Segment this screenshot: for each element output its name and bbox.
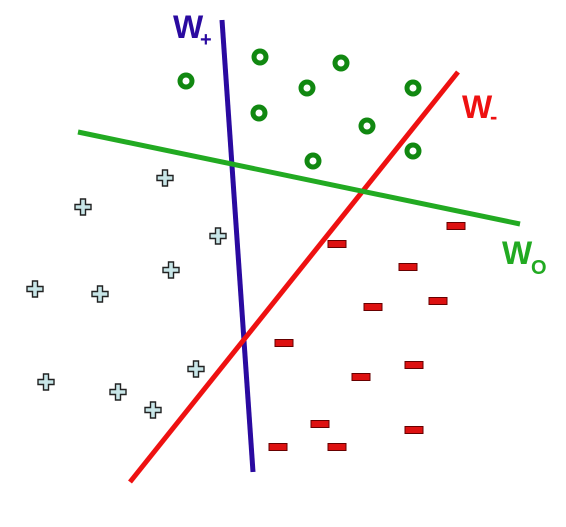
minus-marker: [311, 421, 329, 428]
minus-marker: [405, 362, 423, 369]
w-zero-label: W: [502, 235, 533, 271]
plus-marker: [75, 199, 91, 215]
minus-markers: [269, 223, 465, 451]
circle-marker: [299, 80, 316, 97]
circle-markers: [178, 49, 422, 170]
minus-marker: [269, 444, 287, 451]
w-zero-subscript: O: [531, 257, 547, 279]
minus-marker: [447, 223, 465, 230]
minus-marker: [429, 298, 447, 305]
w-minus-line: [130, 72, 458, 482]
circle-marker: [359, 118, 376, 135]
minus-marker: [399, 264, 417, 271]
w-minus-label: W: [462, 89, 493, 125]
w-plus-line: [222, 20, 253, 472]
plus-marker: [27, 281, 43, 297]
plus-marker: [157, 170, 173, 186]
minus-marker: [328, 241, 346, 248]
minus-marker: [275, 340, 293, 347]
circle-marker: [252, 49, 269, 66]
plus-marker: [110, 384, 126, 400]
plus-marker: [145, 402, 161, 418]
minus-marker: [328, 444, 346, 451]
minus-marker: [364, 304, 382, 311]
circle-marker: [333, 55, 350, 72]
plus-marker: [92, 286, 108, 302]
w-minus-subscript: -: [490, 104, 497, 129]
plus-marker: [188, 361, 204, 377]
circle-marker: [178, 73, 195, 90]
plus-markers: [27, 170, 226, 418]
circle-marker: [251, 105, 268, 122]
minus-marker: [352, 374, 370, 381]
circle-marker: [305, 153, 322, 170]
w-zero-line: [78, 132, 520, 224]
plus-marker: [210, 228, 226, 244]
circle-marker: [405, 143, 422, 160]
w-plus-subscript: +: [200, 29, 212, 51]
circle-marker: [405, 80, 422, 97]
plus-marker: [163, 262, 179, 278]
plus-marker: [38, 374, 54, 390]
minus-marker: [405, 427, 423, 434]
